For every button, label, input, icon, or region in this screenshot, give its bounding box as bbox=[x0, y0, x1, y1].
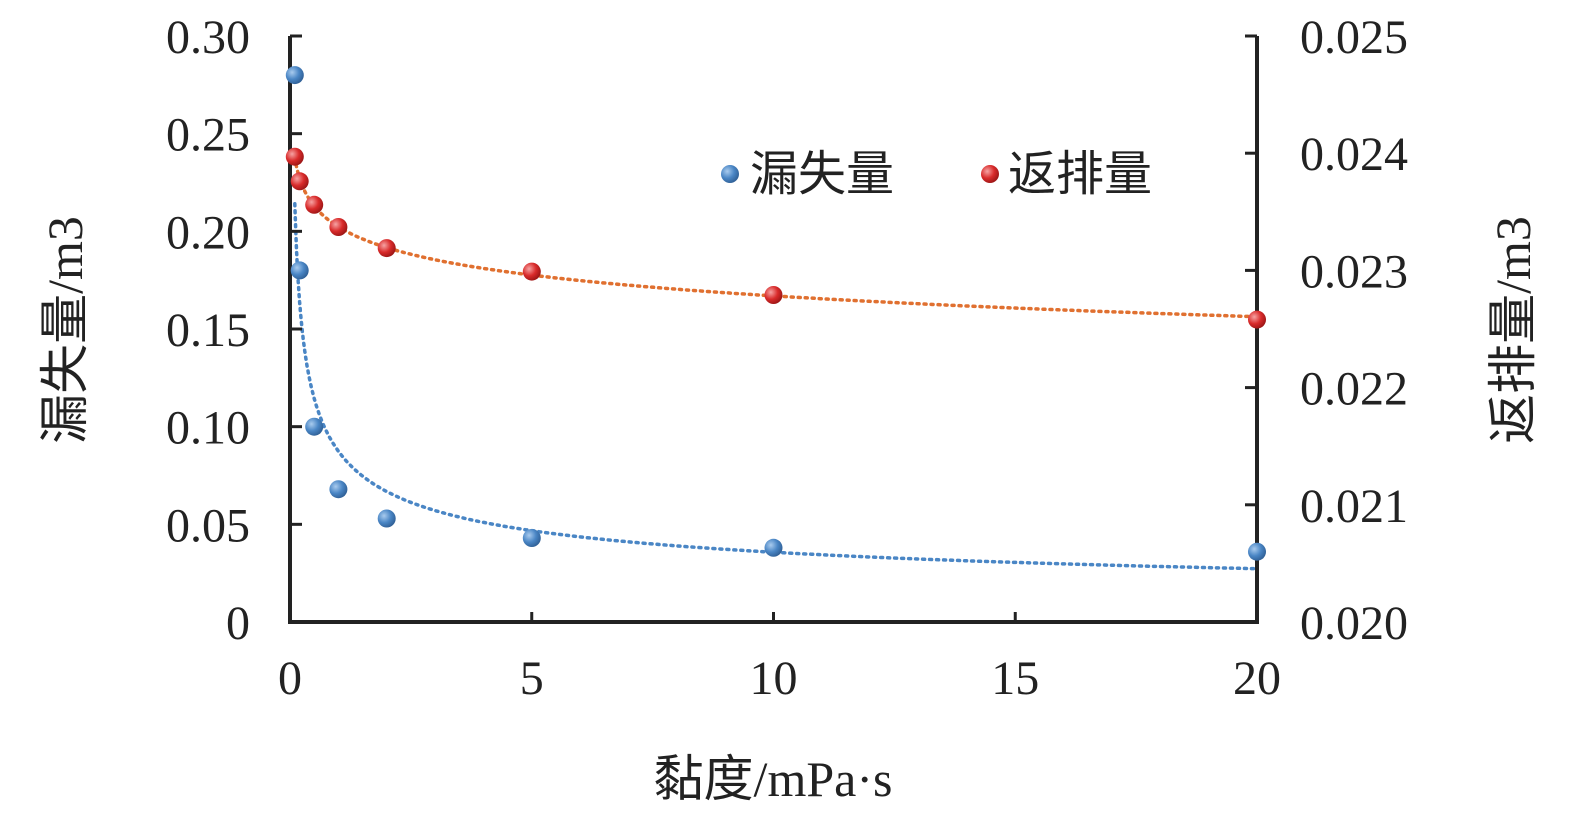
flowback-point bbox=[285, 147, 304, 166]
legend-marker-leakage bbox=[721, 165, 739, 183]
x-tick-label: 5 bbox=[520, 652, 544, 705]
leakage-point bbox=[285, 66, 304, 85]
legend: 漏失量 返排量 bbox=[721, 148, 1152, 201]
axis-titles: 黏度/mPa·s 漏失量/m3 返排量/m3 bbox=[37, 216, 1541, 807]
right-y-tick-label: 0.021 bbox=[1300, 480, 1408, 533]
flowback-point bbox=[305, 195, 324, 214]
leakage-point bbox=[329, 480, 348, 499]
right-y-tick-label: 0.020 bbox=[1300, 597, 1408, 650]
legend-label-leakage: 漏失量 bbox=[750, 148, 894, 201]
leakage-point bbox=[377, 509, 396, 528]
x-tick-label: 15 bbox=[991, 652, 1039, 705]
data-points bbox=[285, 66, 1266, 561]
trendline-leakage bbox=[293, 201, 1259, 571]
leakage-point bbox=[522, 529, 541, 547]
flowback-point bbox=[290, 172, 309, 191]
leakage-point bbox=[290, 261, 309, 280]
leakage-point bbox=[305, 417, 324, 436]
right-y-tick-label: 0.025 bbox=[1300, 11, 1408, 64]
legend-marker-flowback bbox=[981, 165, 999, 183]
right-y-tick-label: 0.022 bbox=[1300, 363, 1408, 416]
x-axis-title: 黏度/mPa·s bbox=[654, 751, 893, 807]
left-y-tick-label: 0.30 bbox=[166, 11, 250, 64]
flowback-point bbox=[329, 218, 348, 236]
right-y-tick-label: 0.024 bbox=[1300, 128, 1408, 181]
flowback-point bbox=[764, 286, 783, 304]
left-y-tick-label: 0.25 bbox=[166, 109, 250, 162]
x-tick-label: 20 bbox=[1233, 652, 1281, 705]
left-y-tick-label: 0.15 bbox=[166, 304, 250, 357]
x-tick-label: 10 bbox=[750, 652, 798, 705]
right-y-tick-label: 0.023 bbox=[1300, 245, 1408, 298]
flowback-point bbox=[377, 239, 396, 258]
x-tick-label: 0 bbox=[278, 652, 302, 705]
trendlines bbox=[293, 155, 1259, 571]
left-y-axis-title: 漏失量/m3 bbox=[37, 216, 93, 444]
axes bbox=[288, 36, 1259, 624]
flowback-point bbox=[1248, 310, 1266, 329]
left-y-tick-label: 0.10 bbox=[166, 402, 250, 455]
flowback-point bbox=[522, 262, 541, 281]
leakage-point bbox=[764, 538, 783, 557]
left-y-tick-label: 0 bbox=[226, 597, 250, 650]
leakage-point bbox=[1248, 542, 1266, 561]
ticks: 0 5 10 15 20 0 0.05 0.10 0.15 0.20 0.25 0.30 0.020 0.… bbox=[166, 11, 1408, 705]
right-y-axis-title: 返排量/m3 bbox=[1485, 216, 1541, 444]
left-y-tick-label: 0.05 bbox=[166, 499, 250, 552]
left-y-tick-label: 0.20 bbox=[166, 206, 250, 259]
plot-area: 0 5 10 15 20 0 0.05 0.10 0.15 0.20 0.25 0.30 0.020 0.… bbox=[166, 11, 1408, 705]
legend-label-flowback: 返排量 bbox=[1008, 148, 1152, 201]
